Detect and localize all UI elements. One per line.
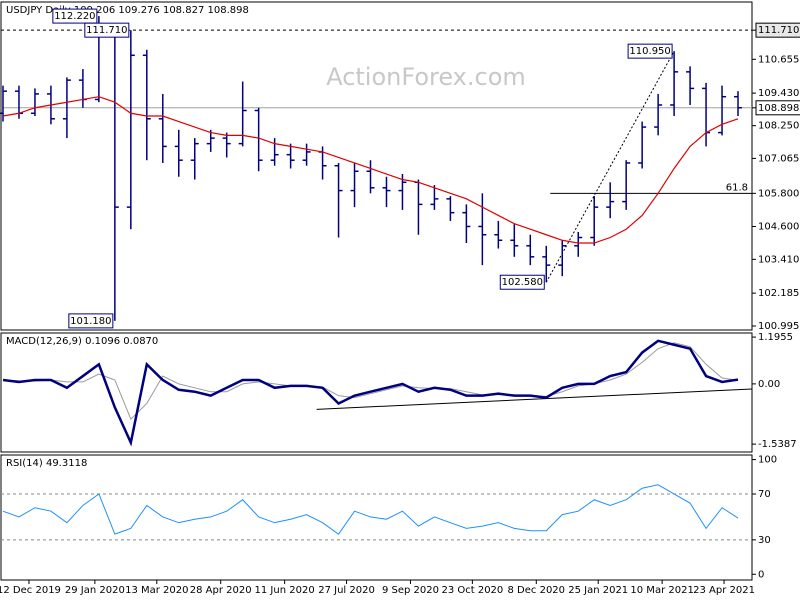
- y-tick-label: 103.410: [758, 254, 799, 265]
- panel-title: USDJPY Daily 109.206 109.276 108.827 108…: [6, 5, 249, 16]
- x-tick-label: 29 Jan 2020: [65, 585, 125, 596]
- y-tick-label: 100.995: [758, 321, 799, 332]
- x-tick-label: 8 Dec 2020: [508, 585, 566, 596]
- y-tick-label: 105.800: [758, 188, 799, 199]
- y-tick-label: 108.898: [758, 103, 799, 114]
- annotation-label: 102.580: [502, 277, 543, 288]
- macd-line: [2, 339, 739, 447]
- y-tick-label: -1.5387: [758, 439, 797, 450]
- y-tick-label: 110.655: [758, 54, 799, 65]
- annotation-box: [499, 274, 545, 290]
- signal-line: [2, 342, 739, 420]
- y-tick-label: 70: [758, 489, 771, 500]
- panel-title: MACD(12,26,9) 0.1096 0.0870: [6, 336, 158, 347]
- panel-frame: [0, 1, 753, 331]
- x-tick-label: 11 Jun 2020: [255, 585, 315, 596]
- x-tick-label: 23 Apr 2021: [693, 585, 755, 596]
- y-tick-label: 109.430: [758, 88, 799, 99]
- rsi-line: [2, 484, 739, 535]
- panel-title: RSI(14) 49.3118: [6, 458, 87, 469]
- annotation-label: 112.220: [54, 11, 95, 22]
- panel-frame: [0, 332, 753, 453]
- y-tick-label: 107.065: [758, 153, 799, 164]
- y-tick-label: 104.600: [758, 221, 799, 232]
- annotation-box: [52, 8, 98, 24]
- annotation-box: [68, 313, 114, 329]
- x-tick-label: 23 Oct 2020: [441, 585, 503, 596]
- x-tick-label: 13 Mar 2020: [125, 585, 188, 596]
- x-tick-label: 25 Jan 2021: [568, 585, 628, 596]
- y-tick-label: 108.250: [758, 121, 799, 132]
- y-tick-label: 102.185: [758, 288, 799, 299]
- y-tick-label: 30: [758, 535, 771, 546]
- panel-frame: [0, 454, 753, 581]
- y-label-box: [755, 22, 800, 38]
- y-tick-label: 0: [758, 569, 764, 580]
- x-tick-label: 27 Jul 2020: [318, 585, 375, 596]
- y-tick-label: 0.00: [758, 379, 780, 390]
- x-tick-label: 28 Apr 2020: [190, 585, 252, 596]
- annotation-box: [627, 43, 673, 59]
- y-tick-label: 100: [758, 455, 777, 466]
- trend-line: [545, 50, 675, 283]
- x-tick-label: 10 Mar 2021: [630, 585, 693, 596]
- moving-average: [2, 96, 739, 244]
- annotation-label: 111.710: [86, 25, 127, 36]
- x-tick-label: 9 Sep 2020: [382, 585, 439, 596]
- y-tick-label: 1.1955: [758, 332, 793, 343]
- x-tick-label: 12 Dec 2019: [0, 585, 61, 596]
- annotation-label: 110.950: [629, 46, 670, 57]
- y-label-box: [755, 100, 800, 116]
- annotation-label: 101.180: [70, 316, 111, 327]
- fib-label: 61.8: [726, 182, 748, 193]
- annotation-box: [84, 22, 130, 38]
- watermark: ActionForex.com: [326, 63, 526, 91]
- trend-line: [316, 388, 753, 410]
- y-tick-label: 111.710: [758, 25, 799, 36]
